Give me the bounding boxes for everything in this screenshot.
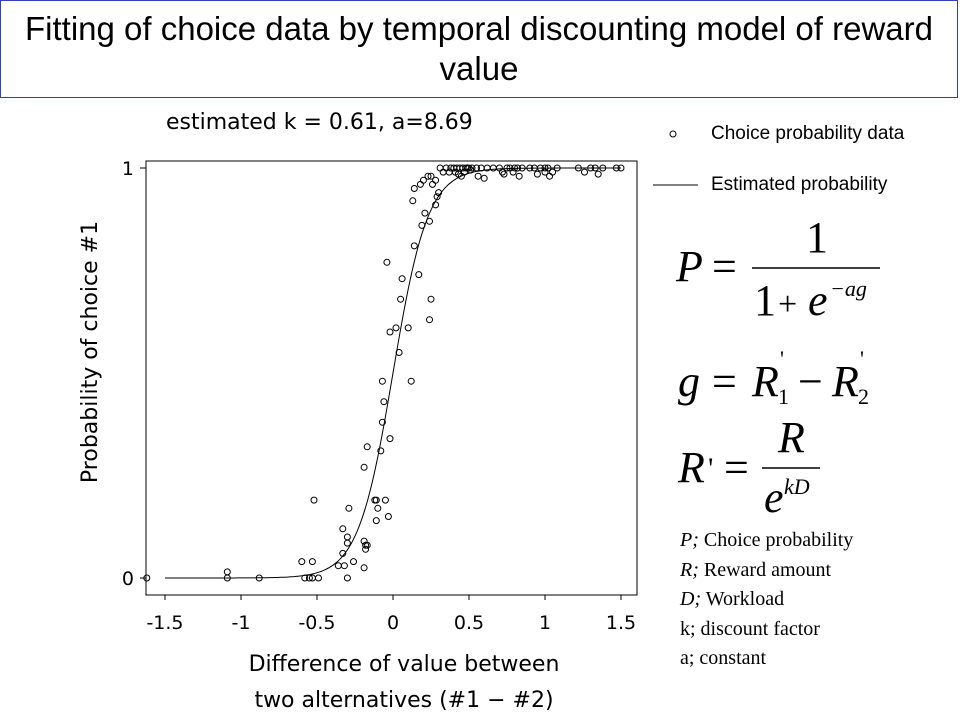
data-point [310, 496, 318, 504]
data-point [465, 164, 473, 172]
data-point [334, 562, 342, 570]
data-point [549, 168, 557, 176]
x-axis-label-line2: two alternatives (#1 − #2) [254, 688, 553, 713]
data-point [495, 164, 503, 172]
data-point [377, 447, 385, 455]
data-point [392, 324, 400, 332]
legend-line-label: Estimated probability [711, 174, 888, 195]
definition-d: D; Workload [680, 588, 785, 610]
data-point [432, 176, 440, 184]
data-point [223, 568, 231, 576]
data-point [436, 164, 444, 172]
data-point [489, 164, 497, 172]
data-point [386, 435, 394, 443]
data-point [372, 517, 380, 525]
data-point [509, 168, 517, 176]
plot-frame [145, 160, 638, 596]
data-point [500, 170, 508, 178]
data-point [378, 418, 386, 426]
data-point [480, 174, 488, 182]
data-point [363, 443, 371, 451]
definitions-list: P; Choice probability R; Reward amount D… [680, 526, 853, 674]
data-point [298, 558, 306, 566]
data-point [546, 172, 554, 180]
data-point [378, 377, 386, 385]
data-point [421, 209, 429, 217]
data-point [345, 504, 353, 512]
slide-title: Fitting of choice data by temporal disco… [25, 10, 933, 87]
legend-marker [669, 130, 677, 138]
x-axis-label-line1: Difference of value between [249, 652, 560, 677]
data-point [427, 295, 435, 303]
data-point [308, 558, 316, 566]
data-point [360, 463, 368, 471]
data-point [594, 170, 602, 178]
estimate-text: estimated k = 0.61, a=8.69 [166, 110, 473, 135]
y-tick-label: 0 [122, 568, 134, 590]
data-point [419, 176, 427, 184]
data-point [381, 496, 389, 504]
data-point [360, 564, 368, 572]
data-point [143, 574, 151, 582]
y-axis-label: Probability of choice #1 [78, 221, 103, 483]
data-point [515, 172, 523, 180]
data-point [429, 180, 436, 188]
y-tick-label: 1 [122, 158, 134, 180]
x-tick-label: 1.5 [606, 612, 636, 634]
data-point [426, 316, 433, 324]
x-tick-label: -1 [232, 612, 251, 634]
data-point [398, 275, 406, 283]
y-ticks: 01 [122, 158, 146, 590]
x-tick-label: -1.5 [146, 612, 183, 634]
x-tick-label: 1 [539, 612, 551, 634]
x-tick-label: -0.5 [298, 612, 335, 634]
data-point [581, 168, 588, 176]
data-point [380, 398, 388, 406]
data-point [533, 170, 541, 178]
data-point [343, 539, 351, 547]
data-point [427, 172, 435, 180]
data-point [415, 271, 423, 279]
x-tick-label: 0 [387, 612, 399, 634]
data-point [433, 193, 441, 201]
definition-k: k; discount factor [680, 617, 820, 640]
data-point [397, 295, 405, 303]
data-point [404, 324, 412, 332]
x-tick-label: 0.5 [454, 612, 484, 634]
data-point [340, 562, 348, 570]
data-point [468, 164, 476, 172]
definition-r: R; Reward amount [680, 558, 832, 581]
estimated-probability-line [165, 167, 621, 579]
data-point [407, 377, 415, 385]
definition-p: P; Choice probability [680, 529, 854, 551]
title-box: Fitting of choice data by temporal disco… [0, 0, 958, 98]
data-point [416, 180, 424, 188]
data-point [374, 504, 382, 512]
data-point [424, 172, 432, 180]
data-point [474, 172, 482, 180]
x-ticks: -1.5 -1 -0.5 0 0.5 1 1.5 [146, 595, 636, 634]
data-point [372, 496, 380, 504]
data-point [343, 574, 351, 582]
data-point [410, 242, 418, 250]
data-point [363, 541, 371, 549]
data-point [383, 258, 391, 266]
data-points [143, 164, 625, 582]
data-point [439, 168, 447, 176]
data-point [362, 545, 370, 553]
data-point [384, 513, 392, 520]
definition-a: a; constant [680, 647, 767, 669]
data-point [410, 185, 418, 192]
data-point [350, 558, 357, 566]
data-point [315, 574, 322, 582]
data-point [409, 197, 417, 205]
data-point [339, 525, 347, 533]
data-point [386, 328, 394, 336]
data-point [343, 533, 351, 541]
legend-data-label: Choice probability data [711, 123, 905, 144]
